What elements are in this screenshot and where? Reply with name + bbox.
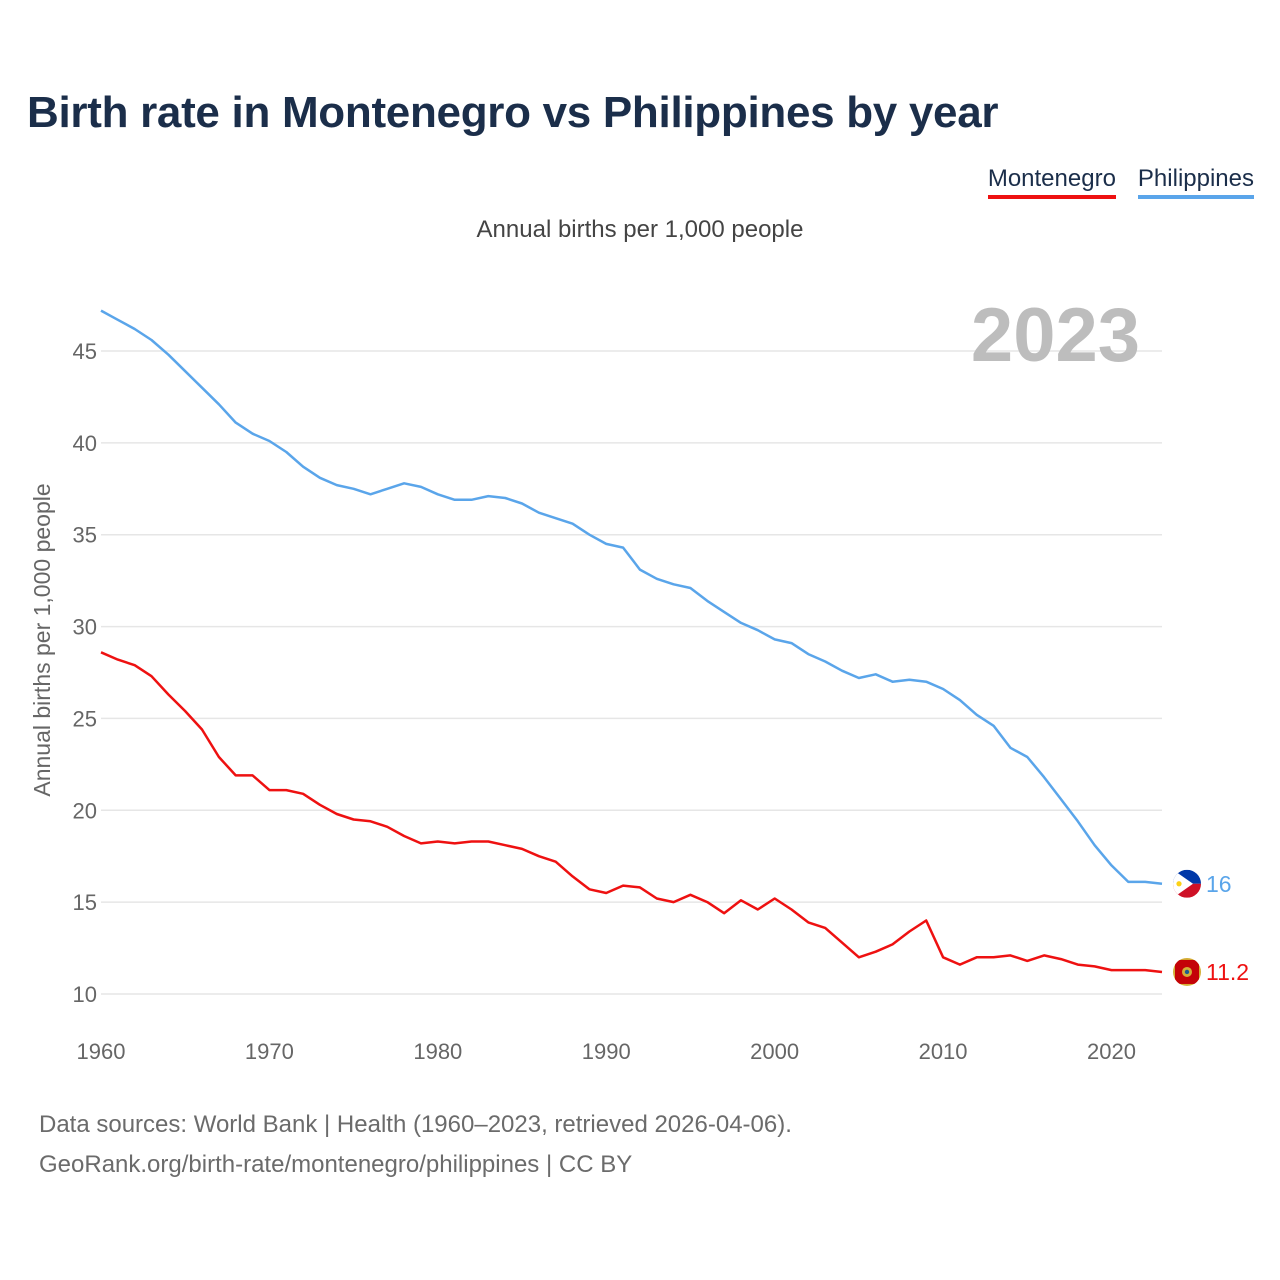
y-tick-label: 10 bbox=[73, 982, 97, 1007]
montenegro-flag-icon bbox=[1173, 957, 1201, 986]
y-tick-label: 20 bbox=[73, 798, 97, 823]
source-line-2: GeoRank.org/birth-rate/montenegro/philip… bbox=[39, 1151, 633, 1178]
gridlines bbox=[101, 350, 1162, 995]
legend: Montenegro Philippines bbox=[987, 165, 1254, 199]
x-tick-label: 1970 bbox=[245, 1039, 294, 1064]
source-note: Data sources: World Bank | Health (1960–… bbox=[39, 1105, 792, 1185]
y-tick-label: 40 bbox=[73, 431, 97, 456]
legend-item-montenegro[interactable]: Montenegro bbox=[987, 165, 1116, 199]
x-tick-label: 1990 bbox=[582, 1039, 631, 1064]
chart-subtitle: Annual births per 1,000 people bbox=[476, 216, 804, 243]
y-tick-label: 25 bbox=[73, 706, 97, 731]
legend-item-philippines[interactable]: Philippines bbox=[1137, 165, 1254, 199]
x-tick-label: 1980 bbox=[413, 1039, 462, 1064]
x-tick-label: 2000 bbox=[750, 1039, 799, 1064]
x-tick-label: 1960 bbox=[77, 1039, 126, 1064]
end-markers: 16 11.2 bbox=[1173, 869, 1249, 986]
y-tick-label: 15 bbox=[73, 890, 97, 915]
series-line-montenegro bbox=[100, 651, 1163, 974]
series-line-philippines bbox=[100, 309, 1163, 886]
series-lines bbox=[100, 309, 1163, 974]
x-tick-label: 2010 bbox=[919, 1039, 968, 1064]
philippines-flag-icon bbox=[1173, 869, 1201, 898]
x-axis-ticks: 1960 1970 1980 1990 2000 2010 2020 bbox=[77, 1039, 1136, 1064]
montenegro-end-value: 11.2 bbox=[1206, 959, 1249, 985]
x-tick-label: 2020 bbox=[1087, 1039, 1136, 1064]
philippines-end-value: 16 bbox=[1206, 871, 1232, 897]
y-tick-label: 30 bbox=[73, 615, 97, 640]
y-axis-ticks: 10 15 20 25 30 35 40 45 bbox=[73, 339, 97, 1007]
chart-title: Birth rate in Montenegro vs Philippines … bbox=[27, 88, 999, 137]
source-line-1: Data sources: World Bank | Health (1960–… bbox=[39, 1111, 792, 1138]
y-tick-label: 45 bbox=[73, 339, 97, 364]
y-tick-label: 35 bbox=[73, 523, 97, 548]
current-year-display: 2023 bbox=[971, 293, 1140, 378]
y-axis-label: Annual births per 1,000 people bbox=[29, 483, 55, 796]
